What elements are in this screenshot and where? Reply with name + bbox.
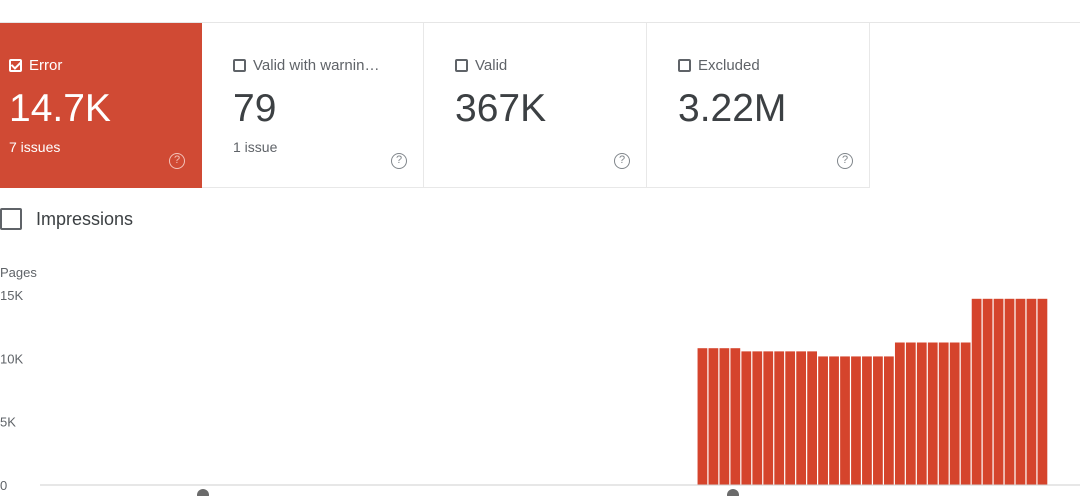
chart-bar[interactable]: [916, 342, 927, 486]
chart-bar[interactable]: [851, 356, 861, 485]
chart-bar[interactable]: [818, 356, 828, 485]
impressions-toggle[interactable]: Impressions: [0, 208, 133, 230]
checkbox-icon[interactable]: [455, 59, 468, 72]
chart-bar[interactable]: [971, 298, 982, 485]
chart-bar[interactable]: [1015, 298, 1026, 485]
chart-bar[interactable]: [960, 342, 971, 486]
chart-bar[interactable]: [807, 351, 817, 485]
tile-warning-label: Valid with warnin…: [253, 57, 380, 74]
chart-bar[interactable]: [1037, 298, 1048, 485]
tile-warning-header: Valid with warnin…: [233, 57, 379, 74]
chart-bar[interactable]: [905, 342, 916, 486]
checkbox-icon[interactable]: [233, 59, 246, 72]
chart-bar[interactable]: [785, 351, 796, 485]
annotation-marker-icon[interactable]: [197, 489, 209, 501]
help-icon[interactable]: ?: [169, 153, 185, 169]
chart-bar[interactable]: [927, 342, 938, 486]
tile-error-value: 14.7K: [9, 87, 111, 130]
tile-valid-with-warnings[interactable]: Valid with warnin… 79 1 issue ?: [202, 23, 424, 188]
chart-bar[interactable]: [829, 356, 839, 485]
chart-bar[interactable]: [774, 351, 785, 485]
help-icon[interactable]: ?: [837, 153, 853, 169]
chart-bar[interactable]: [894, 342, 905, 486]
tile-excluded-header: Excluded: [678, 57, 760, 74]
chart-bar[interactable]: [862, 356, 872, 485]
chart-bar[interactable]: [949, 342, 960, 486]
y-axis-label: Pages: [0, 265, 37, 280]
tile-error-header: Error: [9, 57, 62, 74]
y-tick-label: 10K: [0, 351, 23, 366]
tile-warning-issues: 1 issue: [233, 139, 278, 155]
chart-bar[interactable]: [840, 356, 850, 485]
annotation-marker-icon[interactable]: [727, 489, 739, 501]
chart-bar[interactable]: [752, 351, 763, 485]
chart-bar[interactable]: [741, 351, 752, 485]
checkbox-checked-icon[interactable]: [9, 59, 22, 72]
tile-valid-value: 367K: [455, 87, 547, 130]
tile-error-label: Error: [29, 57, 63, 74]
tile-error-issues: 7 issues: [9, 139, 61, 155]
checkbox-icon[interactable]: [0, 208, 22, 230]
top-divider: [0, 22, 1080, 23]
chart-bar[interactable]: [1026, 298, 1037, 485]
tile-valid-label: Valid: [475, 57, 508, 74]
chart-bar[interactable]: [730, 348, 741, 485]
y-tick-label: 15K: [0, 288, 23, 303]
impressions-label: Impressions: [36, 208, 134, 229]
tile-excluded[interactable]: Excluded 3.22M ?: [647, 23, 870, 188]
tile-excluded-value: 3.22M: [678, 87, 787, 130]
chart-bar[interactable]: [719, 348, 730, 485]
help-icon[interactable]: ?: [391, 153, 407, 169]
chart-bar[interactable]: [883, 356, 894, 485]
tile-warning-value: 79: [233, 87, 277, 130]
chart-bar[interactable]: [873, 356, 883, 485]
tile-valid[interactable]: Valid 367K ?: [424, 23, 647, 188]
chart-bar[interactable]: [993, 298, 1004, 485]
tile-error[interactable]: Error 14.7K 7 issues ?: [0, 23, 202, 188]
tile-valid-header: Valid: [455, 57, 507, 74]
y-tick-label: 5K: [0, 415, 16, 430]
chart-bar[interactable]: [796, 351, 807, 485]
chart-bar[interactable]: [708, 348, 719, 485]
y-tick-label: 0: [0, 478, 7, 493]
chart-bar[interactable]: [982, 298, 993, 485]
help-icon[interactable]: ?: [614, 153, 630, 169]
chart-bar[interactable]: [697, 348, 708, 485]
pages-bar-chart: Pages 0 5K 10K 15K: [0, 265, 1080, 501]
chart-bar[interactable]: [1004, 298, 1015, 485]
chart-bar[interactable]: [763, 351, 774, 485]
status-tiles: Error 14.7K 7 issues ? Valid with warnin…: [0, 23, 870, 188]
chart-bar[interactable]: [938, 342, 949, 486]
checkbox-icon[interactable]: [678, 59, 691, 72]
pages-chart: Pages 0 5K 10K 15K: [0, 258, 1080, 501]
tile-excluded-label: Excluded: [698, 57, 760, 74]
